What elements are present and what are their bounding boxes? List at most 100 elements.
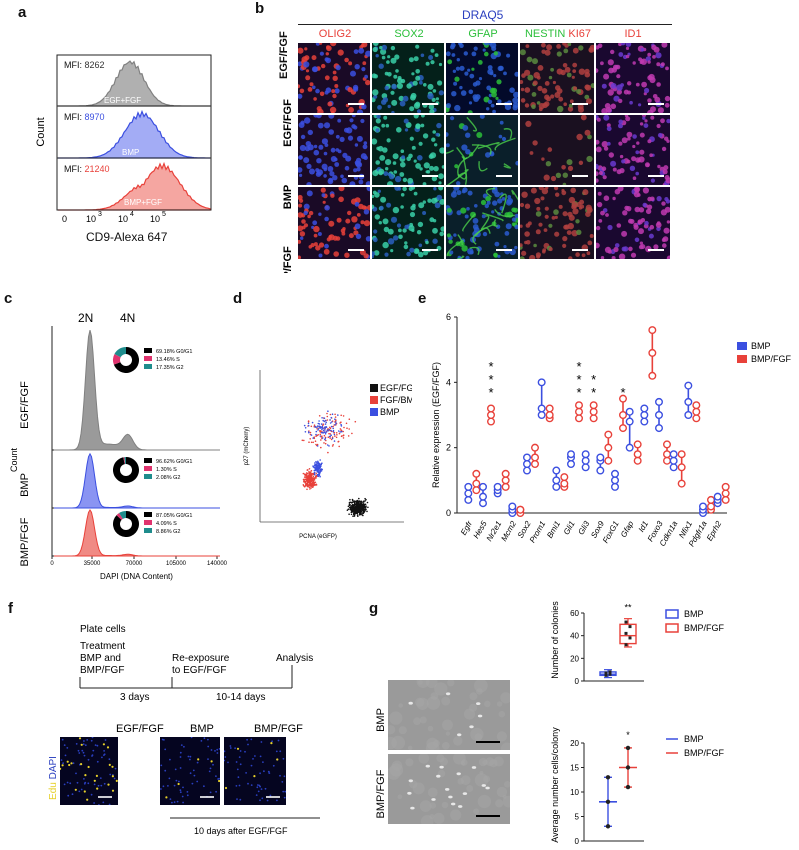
- panel-d-point-fgfbmp: [328, 432, 330, 435]
- panel-d-point-bmp: [324, 433, 327, 435]
- panel-d-point-fgfbmp: [304, 473, 306, 475]
- panel-e-point: [618, 394, 627, 403]
- panel-g-micrographs: [388, 680, 510, 828]
- panel-d-point-fgfbmp: [306, 488, 308, 491]
- panel-e-point: [721, 489, 730, 498]
- panel-c-xlabel: DAPI (DNA Content): [100, 572, 173, 581]
- panel-c-legend-swatch: [144, 520, 152, 525]
- panel-d-point-bmp: [318, 462, 320, 465]
- panel-g-micrograph: [388, 680, 510, 750]
- panel-d-point-egffgf: [358, 513, 361, 516]
- panel-d-point-bmp: [335, 422, 337, 425]
- panel-g-colonies-ylabel: Number of colonies: [550, 601, 560, 679]
- panel-e-point: [625, 417, 634, 426]
- panel-d-point-egffgf: [351, 499, 354, 502]
- panel-d-point-fgfbmp: [342, 437, 345, 439]
- panel-d-point-bmp: [334, 424, 336, 426]
- panel-d-point-fgfbmp: [337, 441, 339, 443]
- panel-d-point-bmp: [324, 423, 327, 425]
- panel-e-significance-star: *: [576, 385, 581, 400]
- panel-e-point: [669, 450, 678, 459]
- panel-d-point-bmp: [316, 445, 319, 447]
- panel-d-point-bmp: [319, 475, 321, 478]
- panel-d-point-bmp: [314, 464, 316, 467]
- panel-d-point-bmp: [314, 473, 316, 476]
- panel-e-point: [516, 505, 525, 514]
- panel-d-point-bmp: [322, 429, 325, 432]
- panel-d-point-fgfbmp: [303, 439, 305, 442]
- panel-d-point-egffgf: [352, 511, 354, 513]
- panel-c-legend-swatch: [144, 458, 152, 463]
- panel-e-point: [633, 456, 642, 465]
- panel-e-ytick: 0: [446, 508, 451, 518]
- panel-d-point-fgfbmp: [342, 434, 345, 437]
- panel-f-caption: 10 days after EGF/FGF: [194, 826, 288, 836]
- panel-c-pie-hole: [120, 464, 132, 476]
- panel-f-step: Treatment: [80, 641, 125, 652]
- panel-d-point-egffgf: [359, 508, 362, 511]
- panel-label-a: a: [18, 4, 27, 21]
- panel-d-point-fgfbmp: [304, 480, 307, 483]
- panel-d-point-egffgf: [350, 511, 353, 513]
- panel-d-point-egffgf: [353, 501, 355, 503]
- panel-b-col-gfap: GFAP: [468, 28, 498, 40]
- panel-d-point-fgfbmp: [311, 472, 313, 475]
- panel-c-legend-entry: 8.86% G2: [156, 529, 180, 535]
- panel-a-name-2: BMP: [122, 148, 140, 157]
- panel-e-point: [478, 492, 487, 501]
- panel-b-header-line: [298, 24, 672, 25]
- panel-e-point: [713, 492, 722, 501]
- panel-d-point-fgfbmp: [323, 434, 326, 437]
- panel-a-xtick: 10: [150, 214, 160, 224]
- panel-c-ylabel: Count: [9, 448, 19, 473]
- panel-f-duration: 3 days: [120, 692, 149, 703]
- panel-e-point: [530, 459, 539, 468]
- panel-d-point-bmp: [315, 433, 317, 436]
- panel-g-point: [624, 631, 628, 635]
- panel-d-point-bmp: [318, 420, 320, 422]
- panel-e-category-label: Eprh2: [705, 519, 724, 542]
- panel-e-significance-star: *: [576, 359, 581, 374]
- panel-e-point: [707, 495, 716, 504]
- panel-e-point: [633, 450, 642, 459]
- panel-c-legend-entry: 87.05% G0/G1: [156, 513, 192, 519]
- panel-e-point: [692, 414, 701, 423]
- panel-e-point: [537, 410, 546, 419]
- panel-b-header: DRAQ5: [462, 8, 504, 22]
- panel-d-point-fgfbmp: [309, 484, 312, 487]
- panel-c-xtick: 70000: [126, 561, 143, 567]
- panel-d-point-egffgf: [357, 506, 359, 508]
- panel-d-point-bmp: [324, 419, 327, 422]
- panel-b-micrograph: [372, 43, 444, 113]
- panel-d-point-bmp: [320, 468, 323, 471]
- panel-d-point-bmp: [320, 463, 322, 465]
- panel-e-point: [478, 499, 487, 508]
- panel-d-point-bmp: [319, 467, 321, 469]
- panel-d-point-egffgf: [366, 501, 369, 504]
- panel-d-point-egffgf: [359, 500, 362, 503]
- panel-f-stain-label: Edu DAPI: [48, 756, 59, 800]
- panel-d-point-egffgf: [347, 505, 350, 508]
- panel-e-point: [589, 407, 598, 416]
- panel-d-point-bmp: [317, 474, 319, 477]
- panel-d-point-fgfbmp: [311, 483, 313, 486]
- panel-d-point-fgfbmp: [304, 478, 306, 481]
- panel-d-point-bmp: [303, 424, 306, 427]
- panel-d-point-egffgf: [361, 512, 364, 514]
- panel-d-point-fgfbmp: [314, 483, 316, 486]
- panel-e-point: [662, 450, 671, 459]
- panel-b-micrograph: [596, 187, 670, 259]
- panel-d-point-fgfbmp: [306, 482, 309, 485]
- panel-e-point: [610, 476, 619, 485]
- panel-e-point: [596, 453, 605, 462]
- panel-d-point-fgfbmp: [320, 439, 322, 441]
- panel-e-point: [501, 469, 510, 478]
- panel-c-histogram-3: [54, 508, 220, 557]
- panel-d-legend-bmp: BMP: [380, 407, 400, 417]
- panel-b-row-bmp-label: BMP: [282, 185, 294, 209]
- panel-d-point-bmp: [320, 423, 323, 425]
- panel-d-point-fgfbmp: [308, 480, 310, 482]
- panel-d-point-egffgf: [360, 510, 363, 513]
- panel-f-analysis: Analysis: [276, 653, 313, 664]
- panel-g-plots: 0 20 40 60 ** 0 5 10 15 20 * Number of colonies Av…: [550, 601, 725, 846]
